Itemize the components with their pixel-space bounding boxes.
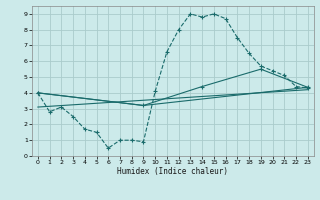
X-axis label: Humidex (Indice chaleur): Humidex (Indice chaleur): [117, 167, 228, 176]
